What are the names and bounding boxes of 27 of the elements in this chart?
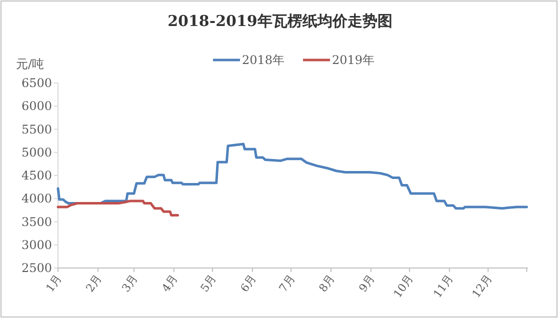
x-tick-label: 11月 (430, 272, 456, 300)
x-tick-label: 4月 (159, 272, 180, 294)
chart-title: 2018-2019年瓦楞纸均价走势图 (168, 12, 392, 30)
x-tick-label: 10月 (391, 272, 416, 300)
y-tick-label: 5000 (21, 145, 52, 160)
x-tick-label: 9月 (356, 272, 378, 294)
line-series (56, 142, 528, 210)
y-tick-label: 4000 (21, 192, 52, 206)
x-tick-label: 5月 (198, 272, 219, 294)
x-tick-label: 7月 (276, 272, 298, 294)
y-tick-label: 5500 (21, 122, 52, 136)
y-axis-title: 元/吨 (16, 57, 44, 71)
x-tick-label: 6月 (238, 272, 259, 294)
y-tick-label: 3000 (21, 238, 52, 252)
y-tick-label: 6500 (21, 76, 52, 90)
legend-label: 2019年 (332, 53, 375, 67)
x-tick-label: 12月 (470, 272, 495, 300)
x-tick-label: 8月 (316, 272, 338, 294)
x-tick-label: 3月 (119, 272, 140, 294)
y-tick-label: 6000 (21, 99, 52, 114)
y-tick-label: 2500 (21, 261, 52, 275)
y-tick-label: 4500 (21, 168, 52, 182)
x-tick-label: 1月 (43, 272, 64, 294)
legend-label: 2018年 (242, 53, 285, 67)
line-series (56, 200, 179, 217)
x-tick-label: 2月 (83, 272, 104, 294)
y-tick-label: 3500 (21, 214, 52, 229)
